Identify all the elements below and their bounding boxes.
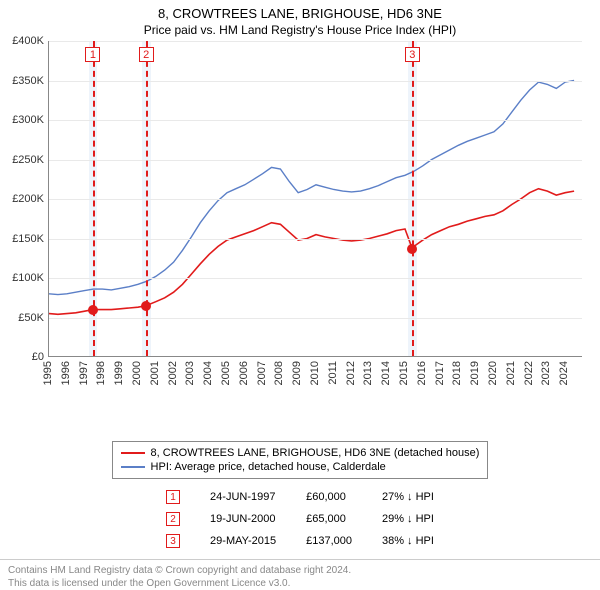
y-tick-label: £150K [12, 233, 44, 245]
x-tick-label: 2017 [434, 361, 446, 385]
x-tick-label: 2022 [523, 361, 535, 385]
x-tick-label: 2001 [149, 361, 161, 385]
legend-swatch [121, 452, 145, 454]
chart-area: £0£50K£100K£150K£200K£250K£300K£350K£400… [0, 41, 600, 397]
x-tick-label: 2021 [505, 361, 517, 385]
sale-price: £137,000 [292, 531, 366, 551]
x-tick-label: 1996 [60, 361, 72, 385]
x-tick-label: 1999 [113, 361, 125, 385]
y-axis: £0£50K£100K£150K£200K£250K£300K£350K£400… [0, 41, 48, 357]
x-tick-label: 2010 [309, 361, 321, 385]
x-tick-label: 1997 [78, 361, 90, 385]
sale-marker-label: 1 [85, 47, 100, 62]
sale-row-marker: 2 [166, 512, 180, 526]
gridline [49, 81, 582, 82]
x-tick-label: 1998 [95, 361, 107, 385]
gridline [49, 160, 582, 161]
sales-table: 1 24-JUN-1997£60,00027% ↓ HPI 2 19-JUN-2000… [150, 485, 450, 553]
legend: 8, CROWTREES LANE, BRIGHOUSE, HD6 3NE (d… [112, 441, 489, 479]
footer-attribution: Contains HM Land Registry data © Crown c… [0, 559, 600, 590]
legend-item: 8, CROWTREES LANE, BRIGHOUSE, HD6 3NE (d… [121, 446, 480, 460]
legend-swatch [121, 466, 145, 468]
plot-area: 1 2 3 [48, 41, 582, 357]
x-tick-label: 2002 [167, 361, 179, 385]
sale-vline [412, 41, 414, 356]
x-tick-label: 2004 [202, 361, 214, 385]
sale-date: 29-MAY-2015 [196, 531, 290, 551]
gridline [49, 41, 582, 42]
gridline [49, 239, 582, 240]
sale-diff: 38% ↓ HPI [368, 531, 448, 551]
y-tick-label: £250K [12, 154, 44, 166]
sale-row: 2 19-JUN-2000£65,00029% ↓ HPI [152, 509, 448, 529]
y-tick-label: £200K [12, 193, 44, 205]
sale-date: 19-JUN-2000 [196, 509, 290, 529]
x-tick-label: 2011 [327, 361, 339, 385]
x-tick-label: 2023 [540, 361, 552, 385]
x-tick-label: 2006 [238, 361, 250, 385]
legend-label: HPI: Average price, detached house, Cald… [151, 461, 386, 473]
x-tick-label: 2003 [184, 361, 196, 385]
sale-marker-label: 2 [139, 47, 154, 62]
chart-title: 8, CROWTREES LANE, BRIGHOUSE, HD6 3NE [0, 0, 600, 21]
sale-price: £65,000 [292, 509, 366, 529]
x-tick-label: 2009 [291, 361, 303, 385]
x-tick-label: 2008 [273, 361, 285, 385]
sale-row: 1 24-JUN-1997£60,00027% ↓ HPI [152, 487, 448, 507]
gridline [49, 199, 582, 200]
sale-price: £60,000 [292, 487, 366, 507]
footer-line2: This data is licensed under the Open Gov… [8, 577, 592, 590]
gridline [49, 120, 582, 121]
legend-item: HPI: Average price, detached house, Cald… [121, 460, 480, 474]
sale-point [141, 301, 151, 311]
y-tick-label: £400K [12, 35, 44, 47]
x-tick-label: 2024 [558, 361, 570, 385]
legend-label: 8, CROWTREES LANE, BRIGHOUSE, HD6 3NE (d… [151, 447, 480, 459]
x-tick-label: 2012 [345, 361, 357, 385]
sale-marker-label: 3 [405, 47, 420, 62]
sale-point [88, 305, 98, 315]
footer-line1: Contains HM Land Registry data © Crown c… [8, 564, 592, 577]
series-property [49, 189, 574, 315]
x-tick-label: 2005 [220, 361, 232, 385]
x-tick-label: 2020 [487, 361, 499, 385]
x-tick-label: 2007 [256, 361, 268, 385]
sale-row: 3 29-MAY-2015£137,00038% ↓ HPI [152, 531, 448, 551]
x-tick-label: 2014 [380, 361, 392, 385]
sale-diff: 27% ↓ HPI [368, 487, 448, 507]
gridline [49, 318, 582, 319]
y-tick-label: £350K [12, 75, 44, 87]
x-tick-label: 1995 [42, 361, 54, 385]
x-tick-label: 2013 [362, 361, 374, 385]
y-tick-label: £100K [12, 272, 44, 284]
gridline [49, 278, 582, 279]
sale-row-marker: 3 [166, 534, 180, 548]
sale-point [407, 244, 417, 254]
x-tick-label: 2019 [469, 361, 481, 385]
x-tick-label: 2000 [131, 361, 143, 385]
x-tick-label: 2016 [416, 361, 428, 385]
sale-date: 24-JUN-1997 [196, 487, 290, 507]
y-tick-label: £50K [18, 312, 44, 324]
sale-diff: 29% ↓ HPI [368, 509, 448, 529]
series-hpi [49, 81, 574, 295]
x-tick-label: 2018 [451, 361, 463, 385]
sale-row-marker: 1 [166, 490, 180, 504]
x-tick-label: 2015 [398, 361, 410, 385]
y-tick-label: £300K [12, 114, 44, 126]
x-axis: 1995199619971998199920002001200220032004… [48, 357, 582, 397]
chart-subtitle: Price paid vs. HM Land Registry's House … [0, 21, 600, 41]
